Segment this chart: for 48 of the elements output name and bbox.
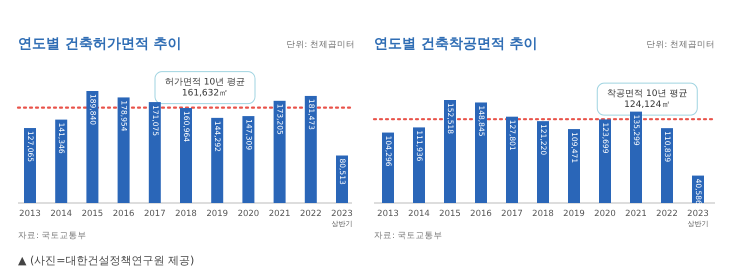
x-tick-label: 2013	[377, 209, 399, 219]
x-tick-label: 2021	[268, 209, 290, 219]
bar	[506, 116, 518, 203]
bar	[661, 128, 673, 203]
x-tick-label: 2015	[82, 209, 104, 219]
x-tick-label: 2019	[206, 209, 228, 219]
x-tick-label: 2014	[50, 209, 72, 219]
x-tick-label: 2020	[594, 209, 616, 219]
bar	[274, 100, 286, 203]
x-tick-label: 2019	[563, 209, 585, 219]
bar	[599, 119, 611, 203]
text: 자료: 국토교통부	[374, 231, 443, 241]
x-tick-label: 2018	[532, 209, 554, 219]
bar	[24, 128, 36, 203]
bar	[118, 97, 130, 203]
text: 단위: 천제곱미터	[646, 40, 715, 50]
bar	[211, 118, 224, 203]
x-tick-label: 2013	[19, 209, 41, 219]
x-tick-label: 2015	[439, 209, 461, 219]
bar	[444, 100, 456, 203]
text: 자료: 국토교통부	[18, 231, 87, 241]
bar	[475, 102, 487, 203]
bar	[180, 108, 192, 203]
bar	[537, 121, 549, 203]
bar	[86, 91, 98, 203]
x-tick-label: 2022	[656, 209, 678, 219]
text: 단위: 천제곱미터	[286, 40, 355, 50]
ref-line-label: 착공면적 10년 평균 124,124㎡	[607, 89, 688, 110]
text: ▲ (사진=대한건설정책연구원 제공)	[18, 254, 194, 267]
chart-title: 연도별 건축허가면적 추이	[18, 36, 182, 52]
x-tick-label: 2016	[470, 209, 492, 219]
bar	[568, 129, 580, 203]
bar	[413, 127, 425, 203]
bar	[630, 112, 642, 203]
ref-line-label: 허가면적 10년 평균 161,632㎡	[164, 78, 246, 99]
bar	[55, 120, 68, 203]
x-tick-label: 2022	[300, 209, 322, 219]
x-tick-label: 2016	[112, 209, 134, 219]
bar	[242, 116, 254, 203]
chart-title: 연도별 건축착공면적 추이	[374, 36, 538, 52]
x-tick-label: 2018	[175, 209, 197, 219]
bar	[304, 96, 317, 203]
x-tick-label: 2014	[408, 209, 430, 219]
x-tick-label: 2017	[501, 209, 523, 219]
bar	[148, 102, 161, 203]
x-tick-label: 2021	[625, 209, 647, 219]
x-tick-label: 2020	[238, 209, 260, 219]
x-tick-label: 2017	[144, 209, 166, 219]
